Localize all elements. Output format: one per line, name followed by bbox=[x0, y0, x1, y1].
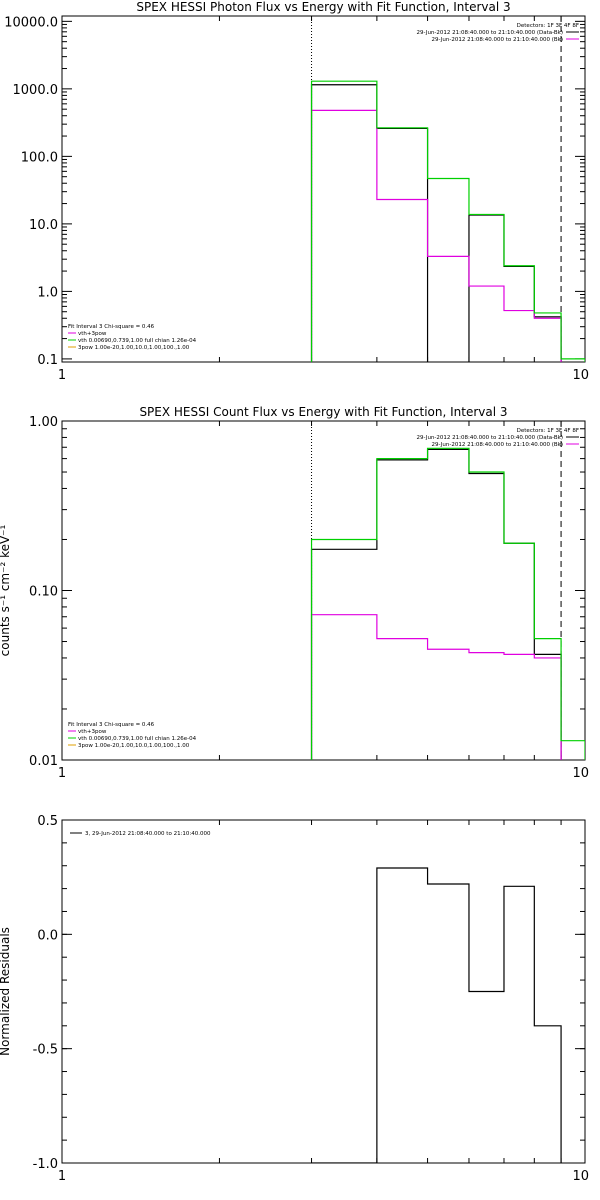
y-tick-label: 0.0 bbox=[37, 928, 58, 943]
photon-flux-panel: SPEX HESSI Photon Flux vs Energy with Fi… bbox=[4, 0, 589, 383]
legend-entry-text: vth+3pow bbox=[78, 331, 107, 337]
x-tick-label: 1 bbox=[58, 1169, 66, 1184]
residuals-panel: 1 10 -1.0 -0.5 0.0 0.5 Normalized Residuals 3, … bbox=[0, 814, 589, 1184]
legend-entry-text: vth+3pow bbox=[78, 729, 107, 735]
legend-header: Detectors: 1F 3F 4F 8F bbox=[517, 428, 579, 434]
legend-header: Detectors: 1F 3F 4F 8F bbox=[517, 23, 579, 29]
y-tick-label: -1.0 bbox=[33, 1157, 58, 1172]
y-tick-label: 100.0 bbox=[21, 150, 58, 165]
y-tick-label: 1000.0 bbox=[13, 83, 59, 98]
plot-frame bbox=[61, 15, 586, 363]
y-tick-label: 0.10 bbox=[29, 585, 58, 600]
series-line-0 bbox=[310, 84, 562, 362]
y-tick-label: 10000.0 bbox=[4, 15, 58, 30]
legend-header: Fit Interval 3 Chi-square = 0.46 bbox=[68, 324, 155, 330]
legend-entry-text: vth 0.00690,0.739,1.00 full chian 1.26e-… bbox=[78, 736, 197, 742]
series-line-0 bbox=[310, 448, 562, 760]
x-tick-label: 1 bbox=[58, 368, 66, 383]
legend-entry-text: 3pow 1.00e-20,1.00,10.0,1.00,100.,1.00 bbox=[78, 345, 190, 351]
legend-header: Fit Interval 3 Chi-square = 0.46 bbox=[68, 722, 155, 728]
legend-entry-text: 29-Jun-2012 21:08:40.000 to 21:10:40.000… bbox=[431, 442, 563, 448]
legend-entry-text: 3, 29-Jun-2012 21:08:40.000 to 21:10:40.… bbox=[85, 831, 211, 837]
y-tick-label: 1.0 bbox=[37, 285, 58, 300]
x-tick-label: 10 bbox=[572, 766, 589, 781]
chart-title: SPEX HESSI Count Flux vs Energy with Fit… bbox=[139, 405, 507, 419]
legend-entry-text: 29-Jun-2012 21:08:40.000 to 21:10:40.000… bbox=[417, 435, 563, 441]
x-tick-label: 10 bbox=[572, 368, 589, 383]
series-group bbox=[311, 867, 562, 1163]
legend-entry-text: 3pow 1.00e-20,1.00,10.0,1.00,100.,1.00 bbox=[78, 743, 190, 749]
y-tick-label: 10.0 bbox=[29, 218, 58, 233]
series-line-2 bbox=[310, 447, 585, 760]
y-tick-label: 0.1 bbox=[37, 353, 58, 368]
y-axis-label: Normalized Residuals bbox=[0, 927, 12, 1056]
legend-entry-text: 29-Jun-2012 21:08:40.000 to 21:10:40.000… bbox=[417, 30, 563, 36]
series-line-1 bbox=[310, 109, 562, 362]
series-line-2 bbox=[310, 80, 585, 362]
legend-entry-text: vth 0.00690,0.739,1.00 full chian 1.26e-… bbox=[78, 338, 197, 344]
series-group bbox=[310, 447, 585, 760]
y-tick-label: 1.00 bbox=[29, 415, 58, 430]
y-tick-label: 0.01 bbox=[29, 754, 58, 769]
series-line-1 bbox=[310, 614, 562, 760]
legend-entry-text: 29-Jun-2012 21:08:40.000 to 21:10:40.000… bbox=[431, 37, 563, 43]
series-line-0 bbox=[311, 867, 562, 1163]
y-axis-label: counts s⁻¹ cm⁻² keV⁻¹ bbox=[0, 524, 12, 656]
x-tick-label: 1 bbox=[58, 766, 66, 781]
series-group bbox=[310, 80, 585, 362]
y-tick-label: 0.5 bbox=[37, 814, 58, 829]
plot-frame bbox=[61, 819, 586, 1164]
chart-title: SPEX HESSI Photon Flux vs Energy with Fi… bbox=[136, 0, 510, 14]
y-tick-label: -0.5 bbox=[33, 1043, 58, 1058]
x-tick-label: 10 bbox=[572, 1169, 589, 1184]
count-flux-panel: SPEX HESSI Count Flux vs Energy with Fit… bbox=[0, 405, 589, 781]
plot-frame bbox=[61, 420, 586, 761]
